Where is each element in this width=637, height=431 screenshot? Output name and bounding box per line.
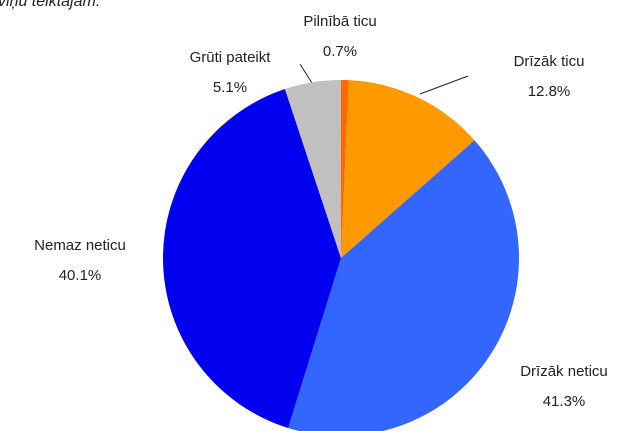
pie-slice <box>288 140 519 431</box>
slice-value-label: 12.8% <box>528 83 571 100</box>
slice-value-label: 5.1% <box>213 79 247 96</box>
slice-label: Drīzāk neticu <box>520 363 608 380</box>
slice-value-label: 41.3% <box>543 393 586 410</box>
pie-slice <box>162 89 341 428</box>
pie-slice <box>341 80 349 258</box>
pie-slice <box>284 80 341 258</box>
slice-value-label: 0.7% <box>323 43 357 60</box>
chart-subtitle: viņu teiktajam. <box>0 0 100 10</box>
slice-label: Drīzāk ticu <box>514 53 585 70</box>
slice-label: Pilnībā ticu <box>303 13 376 30</box>
slice-value-label: 40.1% <box>59 267 102 284</box>
leader-line <box>299 63 313 84</box>
slice-label: Nemaz neticu <box>34 237 126 254</box>
pie-slice <box>341 80 475 258</box>
slice-label: Grūti pateikt <box>190 49 272 66</box>
leader-line <box>419 75 469 95</box>
